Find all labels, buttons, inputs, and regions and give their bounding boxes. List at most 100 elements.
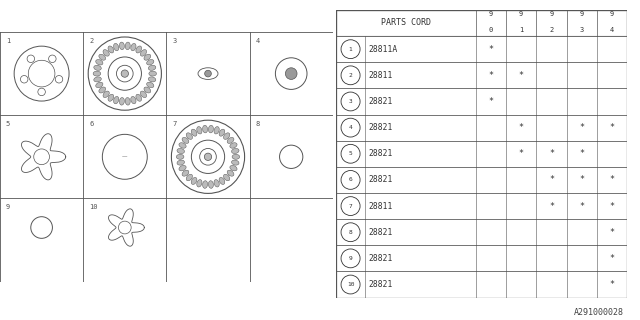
- Bar: [336, 115, 627, 141]
- Circle shape: [285, 68, 297, 79]
- Circle shape: [341, 171, 360, 189]
- Ellipse shape: [113, 96, 119, 104]
- Ellipse shape: [148, 77, 156, 82]
- Text: 28821: 28821: [369, 149, 393, 158]
- Ellipse shape: [147, 82, 154, 88]
- Ellipse shape: [219, 177, 225, 184]
- Ellipse shape: [177, 148, 184, 154]
- Ellipse shape: [149, 71, 156, 76]
- Text: 2: 2: [349, 73, 353, 78]
- Ellipse shape: [223, 174, 230, 181]
- Text: *: *: [579, 202, 584, 211]
- Text: 9: 9: [610, 12, 614, 17]
- Text: 28821: 28821: [369, 228, 393, 237]
- Circle shape: [116, 65, 133, 82]
- Bar: [336, 219, 627, 245]
- Text: 5: 5: [6, 121, 10, 127]
- Ellipse shape: [136, 46, 141, 53]
- Bar: [336, 271, 627, 298]
- Ellipse shape: [120, 98, 124, 105]
- Ellipse shape: [108, 46, 114, 53]
- Bar: [336, 193, 627, 219]
- Ellipse shape: [103, 91, 109, 98]
- Text: 9: 9: [489, 12, 493, 17]
- Ellipse shape: [209, 181, 213, 188]
- Circle shape: [341, 275, 360, 294]
- Circle shape: [34, 149, 49, 165]
- Circle shape: [20, 76, 28, 83]
- Text: 9: 9: [349, 256, 353, 261]
- Text: *: *: [488, 45, 493, 54]
- Text: 1: 1: [519, 27, 524, 33]
- Text: *: *: [609, 254, 614, 263]
- Bar: [336, 245, 627, 271]
- Bar: [336, 62, 627, 88]
- Ellipse shape: [140, 91, 147, 98]
- Text: 10: 10: [347, 282, 355, 287]
- Text: 1: 1: [349, 47, 353, 52]
- Circle shape: [88, 37, 161, 110]
- Ellipse shape: [113, 44, 119, 51]
- Text: *: *: [609, 123, 614, 132]
- Text: 7: 7: [172, 121, 177, 127]
- Circle shape: [341, 118, 360, 137]
- Circle shape: [200, 148, 216, 165]
- Text: PARTS CORD: PARTS CORD: [381, 18, 431, 27]
- Ellipse shape: [191, 129, 197, 136]
- Text: 8: 8: [255, 121, 260, 127]
- Circle shape: [121, 70, 129, 77]
- Text: *: *: [549, 149, 554, 158]
- Bar: [336, 36, 627, 62]
- Ellipse shape: [223, 133, 230, 139]
- Text: *: *: [609, 228, 614, 237]
- Text: 3: 3: [172, 38, 177, 44]
- Text: *: *: [488, 71, 493, 80]
- Text: 0: 0: [489, 27, 493, 33]
- Ellipse shape: [232, 160, 239, 165]
- Text: 28811: 28811: [369, 202, 393, 211]
- Text: 2: 2: [89, 38, 93, 44]
- Circle shape: [341, 223, 360, 242]
- Circle shape: [28, 60, 55, 87]
- Text: —: —: [122, 154, 127, 159]
- Text: *: *: [609, 175, 614, 184]
- Bar: [336, 10, 627, 36]
- Text: *: *: [579, 123, 584, 132]
- Ellipse shape: [186, 174, 193, 181]
- Ellipse shape: [131, 44, 136, 51]
- Text: *: *: [609, 280, 614, 289]
- Text: 2: 2: [549, 27, 554, 33]
- Text: *: *: [518, 123, 524, 132]
- Text: *: *: [579, 175, 584, 184]
- Ellipse shape: [94, 77, 101, 82]
- Ellipse shape: [147, 60, 154, 65]
- Ellipse shape: [136, 94, 141, 101]
- Bar: [336, 167, 627, 193]
- Circle shape: [38, 88, 45, 96]
- Ellipse shape: [186, 133, 193, 139]
- Circle shape: [341, 249, 360, 268]
- Circle shape: [191, 140, 225, 173]
- Ellipse shape: [230, 165, 237, 171]
- Circle shape: [341, 197, 360, 215]
- Ellipse shape: [196, 127, 202, 134]
- Text: 4: 4: [610, 27, 614, 33]
- Ellipse shape: [191, 177, 197, 184]
- Ellipse shape: [182, 170, 189, 176]
- Circle shape: [118, 221, 131, 234]
- Ellipse shape: [144, 87, 151, 93]
- Text: *: *: [549, 202, 554, 211]
- Circle shape: [14, 46, 69, 101]
- Text: 28821: 28821: [369, 97, 393, 106]
- Ellipse shape: [177, 154, 184, 159]
- Circle shape: [27, 55, 35, 62]
- Text: *: *: [549, 175, 554, 184]
- Ellipse shape: [179, 165, 186, 171]
- Text: *: *: [518, 149, 524, 158]
- Text: 28821: 28821: [369, 175, 393, 184]
- Text: *: *: [609, 202, 614, 211]
- Text: 6: 6: [89, 121, 93, 127]
- Ellipse shape: [203, 125, 207, 133]
- Ellipse shape: [230, 143, 237, 148]
- Text: 28811: 28811: [369, 71, 393, 80]
